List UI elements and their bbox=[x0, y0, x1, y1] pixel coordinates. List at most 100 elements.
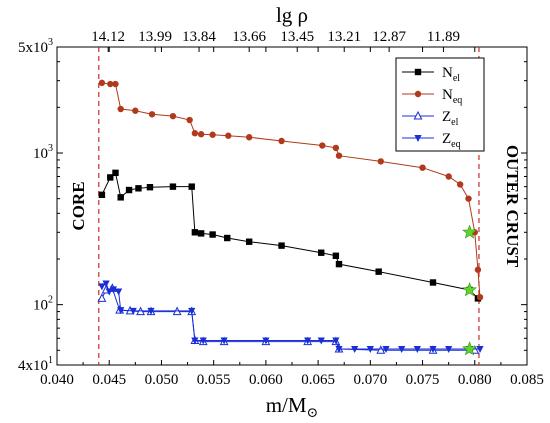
data-point bbox=[197, 131, 205, 138]
data-point bbox=[117, 307, 125, 315]
data-point bbox=[129, 307, 137, 315]
data-point bbox=[112, 169, 119, 177]
series-n-eq bbox=[98, 79, 484, 301]
data-point bbox=[304, 337, 312, 345]
legend-entry: Zel bbox=[442, 109, 459, 128]
data-point bbox=[98, 79, 106, 87]
top-tick-label: 12.87 bbox=[372, 29, 406, 45]
core-label: CORE bbox=[69, 181, 88, 230]
data-point bbox=[112, 80, 119, 88]
data-point bbox=[351, 345, 359, 353]
data-point bbox=[188, 183, 195, 190]
data-point bbox=[191, 337, 199, 345]
data-point bbox=[465, 195, 472, 202]
legend-box bbox=[395, 57, 485, 152]
data-point bbox=[476, 293, 484, 301]
data-point bbox=[366, 345, 374, 353]
y-tick-label: 4x101 bbox=[18, 355, 53, 374]
y-tick-label: 102 bbox=[33, 295, 53, 314]
top-tick-label: 13.99 bbox=[138, 29, 172, 45]
data-point bbox=[278, 242, 285, 249]
data-point bbox=[278, 137, 285, 145]
star-marker bbox=[462, 224, 478, 239]
data-point bbox=[186, 116, 193, 124]
x-tick-label: 0.065 bbox=[301, 372, 335, 388]
data-point bbox=[419, 164, 426, 171]
x-tick-label: 0.060 bbox=[249, 372, 283, 388]
data-point bbox=[209, 131, 216, 138]
data-point bbox=[199, 337, 207, 345]
top-tick-label: 11.89 bbox=[427, 29, 460, 45]
data-point bbox=[105, 288, 113, 296]
x-tick-label: 0.045 bbox=[92, 372, 126, 388]
data-point bbox=[262, 337, 270, 345]
series-line bbox=[101, 282, 480, 350]
data-point bbox=[169, 112, 177, 120]
data-point bbox=[115, 288, 123, 296]
data-point bbox=[132, 107, 139, 114]
series-z-el bbox=[97, 283, 480, 354]
data-point bbox=[169, 183, 177, 190]
star-marker bbox=[462, 282, 477, 297]
data-point bbox=[474, 266, 482, 273]
data-point bbox=[224, 234, 231, 242]
x-axis-title-main: m/M bbox=[266, 393, 307, 417]
data-point bbox=[107, 80, 114, 88]
data-point bbox=[317, 337, 325, 345]
top-tick-label: 14.12 bbox=[91, 29, 125, 45]
x-tick-label: 0.050 bbox=[145, 372, 179, 388]
data-point bbox=[102, 280, 110, 288]
data-point bbox=[191, 130, 199, 137]
x-axis-title-sub: ⊙ bbox=[307, 406, 319, 421]
data-point bbox=[332, 252, 340, 259]
data-point bbox=[335, 260, 343, 268]
legend-entry: Zeq bbox=[442, 131, 461, 150]
x-tick-label: 0.040 bbox=[40, 372, 74, 388]
outer-crust-label: OUTER CRUST bbox=[503, 145, 522, 268]
data-point bbox=[98, 191, 106, 199]
data-point bbox=[382, 345, 390, 353]
data-point bbox=[220, 337, 228, 345]
data-point bbox=[135, 185, 142, 192]
top-axis-title: lg ρ bbox=[276, 3, 308, 27]
y-tick-label: 5x103 bbox=[18, 37, 53, 56]
data-point bbox=[398, 345, 406, 353]
data-point bbox=[147, 307, 155, 315]
data-point bbox=[97, 293, 107, 302]
data-point bbox=[107, 174, 114, 181]
data-point bbox=[456, 181, 464, 188]
data-point bbox=[209, 231, 216, 238]
x-tick-label: 0.080 bbox=[458, 372, 492, 388]
data-point bbox=[125, 186, 133, 194]
data-point bbox=[98, 283, 106, 291]
data-point bbox=[332, 337, 340, 345]
data-point bbox=[429, 279, 437, 286]
data-point bbox=[117, 194, 124, 201]
data-point bbox=[429, 345, 437, 353]
series-z-eq bbox=[98, 280, 484, 353]
data-point bbox=[117, 105, 124, 113]
data-point bbox=[148, 111, 156, 118]
data-point bbox=[413, 345, 421, 353]
data-point bbox=[335, 152, 343, 159]
series-line bbox=[101, 171, 479, 299]
data-point bbox=[414, 68, 422, 76]
data-point bbox=[197, 230, 205, 237]
data-point bbox=[445, 173, 452, 180]
data-point bbox=[191, 229, 199, 236]
data-point bbox=[318, 249, 325, 256]
x-axis-title: m/M⊙ bbox=[266, 393, 319, 421]
x-tick-label: 0.075 bbox=[406, 372, 440, 388]
top-tick-label: 13.84 bbox=[182, 29, 216, 45]
data-point bbox=[245, 134, 253, 141]
x-tick-label: 0.070 bbox=[353, 372, 387, 388]
top-tick-label: 13.66 bbox=[232, 29, 266, 45]
x-tick-label: 0.085 bbox=[510, 372, 544, 388]
data-point bbox=[225, 132, 232, 139]
y-tick-label: 103 bbox=[33, 143, 53, 162]
data-point bbox=[476, 345, 484, 353]
legend-entry: Nel bbox=[442, 65, 460, 84]
top-tick-label: 13.21 bbox=[327, 29, 361, 45]
data-point bbox=[414, 135, 422, 142]
